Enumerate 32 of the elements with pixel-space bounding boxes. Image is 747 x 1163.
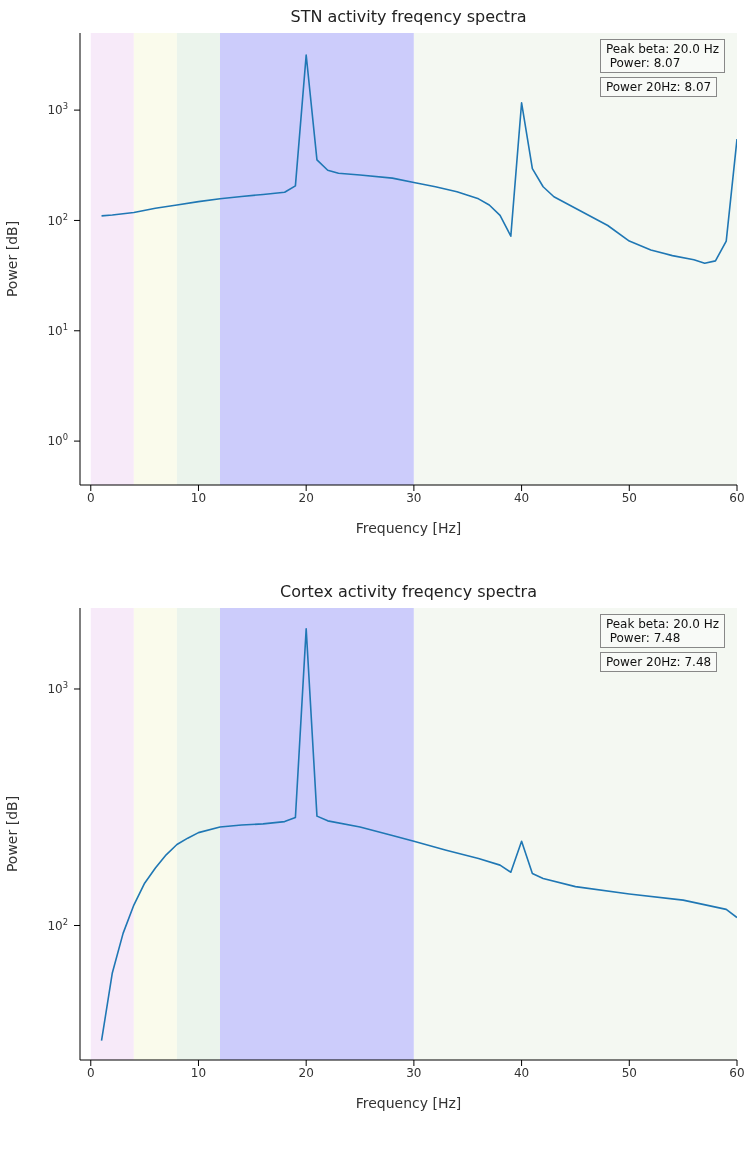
y-tick-label: 10$^{0}$ <box>47 432 68 449</box>
x-tick-label: 60 <box>729 490 745 505</box>
y-tick-label: 10$^{1}$ <box>47 321 68 338</box>
y-tick-label: 10$^{2}$ <box>47 916 68 933</box>
x-tick-label: 0 <box>86 1065 95 1080</box>
x-tick-label: 10 <box>190 490 207 505</box>
y-tick-label: 10$^{2}$ <box>47 211 68 228</box>
x-tick-label: 40 <box>513 490 530 505</box>
y-tick-label: 10$^{3}$ <box>47 680 68 697</box>
x-tick-label: 20 <box>298 1065 314 1080</box>
x-tick-label: 40 <box>513 1065 530 1080</box>
annotation: Power 20Hz: 8.07 <box>599 77 718 97</box>
y-tick-label: 10$^{3}$ <box>47 101 68 118</box>
x-tick-label: 50 <box>621 1065 637 1080</box>
x-tick-label: 0 <box>86 490 95 505</box>
line-series <box>100 54 737 264</box>
x-axis-title: Frequency [Hz] <box>355 520 462 536</box>
line-series <box>100 628 737 1042</box>
annotation: Peak beta: 20.0 Hz Power: 7.48 <box>599 614 725 648</box>
x-tick-label: 60 <box>729 1065 745 1080</box>
x-tick-label: 50 <box>621 490 637 505</box>
x-tick-label: 30 <box>406 1065 422 1080</box>
y-axis-title: Power [dB] <box>3 795 20 873</box>
y-axis-title: Power [dB] <box>3 220 20 298</box>
x-axis-title: Frequency [Hz] <box>355 1095 462 1111</box>
annotation: Peak beta: 20.0 Hz Power: 8.07 <box>599 39 725 73</box>
chart-title: Cortex activity freqency spectra <box>280 582 537 601</box>
chart-title: STN activity freqency spectra <box>290 7 527 26</box>
x-tick-label: 30 <box>406 490 422 505</box>
x-tick-label: 10 <box>190 1065 207 1080</box>
annotation: Power 20Hz: 7.48 <box>599 652 718 672</box>
x-tick-label: 20 <box>298 490 314 505</box>
